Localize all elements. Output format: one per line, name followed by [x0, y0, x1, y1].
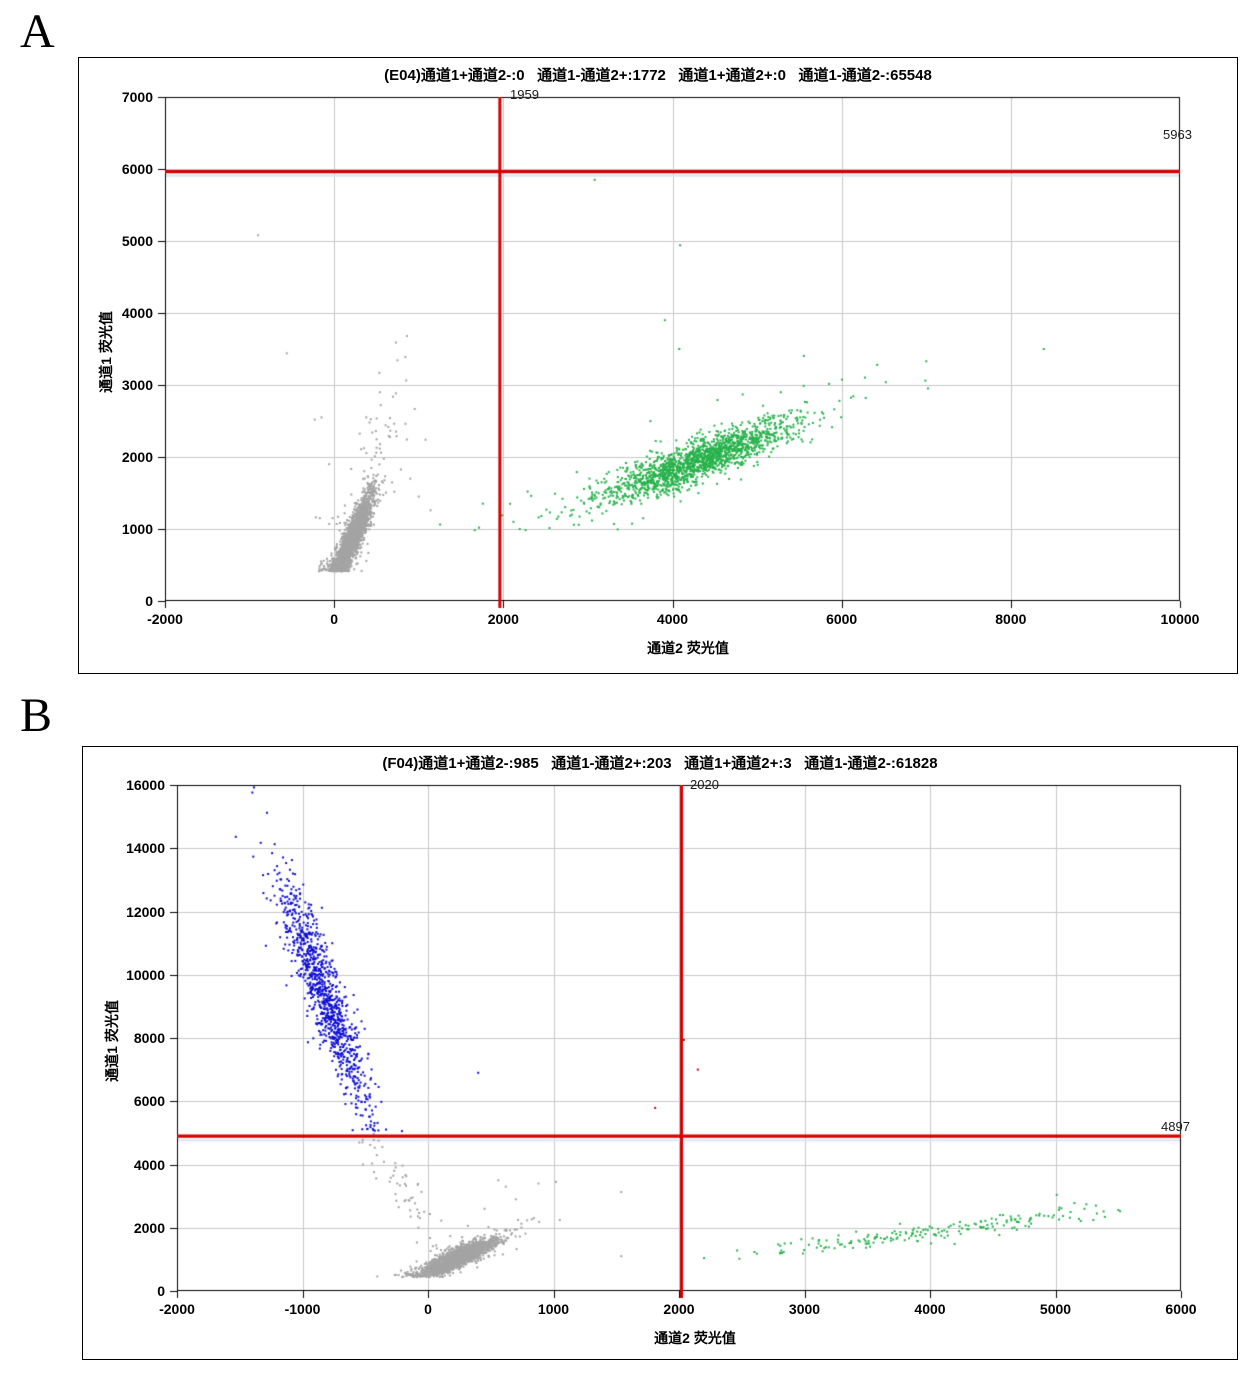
x-tick-label: 2000: [663, 1301, 695, 1317]
y-tick-label: 4000: [121, 305, 153, 321]
y-tick-label: 3000: [121, 377, 153, 393]
plot-title-a: (E04)通道1+通道2-:0 通道1-通道2+:1772 通道1+通道2+:0…: [384, 67, 932, 84]
x-tick-label: 8000: [995, 611, 1027, 627]
y-tick-label: 7000: [121, 89, 153, 105]
y-tick-label: 10000: [126, 966, 165, 983]
scatter-plot-panel-a: (E04)通道1+通道2-:0 通道1-通道2+:1772 通道1+通道2+:0…: [78, 57, 1238, 674]
y-tick-label: 0: [157, 1283, 165, 1299]
panel-label-a: A: [20, 5, 55, 58]
x-tick-label: -2000: [147, 611, 183, 627]
x-gate-value-label-a: 1959: [510, 87, 539, 102]
y-tick-label: 14000: [126, 840, 165, 857]
x-tick-label: 10000: [1160, 611, 1200, 627]
y-tick-label: 6000: [121, 161, 153, 177]
x-tick-label: 4000: [656, 611, 689, 627]
x-tick-label: 4000: [914, 1301, 946, 1317]
x-tick-label: 3000: [788, 1301, 821, 1317]
y-tick-label: 2000: [121, 449, 153, 465]
x-tick-label: 6000: [1165, 1301, 1197, 1317]
x-axis-label-a: 通道2 荧光值: [647, 640, 729, 656]
y-tick-label: 1000: [121, 521, 153, 537]
x-tick-label: -2000: [159, 1301, 195, 1317]
y-tick-label: 8000: [133, 1030, 165, 1046]
scatter-plot-panel-b: (F04)通道1+通道2-:985 通道1-通道2+:203 通道1+通道2+:…: [82, 746, 1238, 1360]
x-tick-label: 0: [330, 611, 339, 627]
x-tick-label: 1000: [537, 1301, 570, 1317]
y-tick-label: 0: [145, 593, 153, 609]
x-gate-value-label-b: 2020: [690, 777, 719, 792]
y-tick-label: 16000: [126, 777, 165, 793]
x-tick-label: 0: [424, 1301, 432, 1317]
y-tick-label: 5000: [121, 233, 153, 249]
x-tick-label: 2000: [487, 611, 519, 627]
x-tick-label: -1000: [284, 1301, 321, 1317]
y-tick-label: 12000: [126, 903, 165, 920]
y-gate-value-label-a: 5963: [1163, 127, 1192, 142]
y-gate-value-label-b: 4897: [1161, 1119, 1190, 1134]
y-tick-label: 4000: [133, 1156, 165, 1173]
panel-label-b: B: [20, 689, 53, 742]
x-tick-label: 5000: [1039, 1301, 1072, 1317]
y-tick-label: 2000: [133, 1219, 165, 1236]
x-axis-label-b: 通道2 荧光值: [654, 1330, 736, 1346]
y-tick-label: 6000: [133, 1093, 165, 1110]
scatter-canvas-b: [83, 747, 1237, 1359]
scatter-canvas-a: [79, 58, 1237, 673]
plot-title-b: (F04)通道1+通道2-:985 通道1-通道2+:203 通道1+通道2+:…: [382, 755, 938, 772]
x-tick-label: 6000: [826, 611, 858, 627]
